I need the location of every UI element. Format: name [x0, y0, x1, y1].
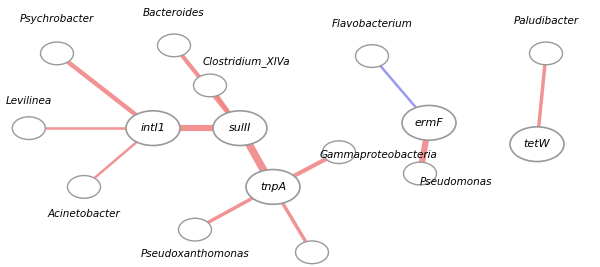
Ellipse shape [246, 170, 300, 204]
Text: Psychrobacter: Psychrobacter [20, 14, 94, 24]
Ellipse shape [296, 241, 329, 264]
Text: Pseudomonas: Pseudomonas [420, 176, 492, 187]
Text: Bacteroides: Bacteroides [143, 8, 205, 18]
Text: Clostridium_XIVa: Clostridium_XIVa [202, 56, 290, 67]
Text: sulII: sulII [229, 123, 251, 133]
Text: Acinetobacter: Acinetobacter [47, 209, 121, 219]
Ellipse shape [404, 162, 437, 185]
Ellipse shape [179, 218, 212, 241]
Ellipse shape [41, 42, 74, 65]
Ellipse shape [213, 111, 267, 146]
Text: intI1: intI1 [140, 123, 166, 133]
Ellipse shape [193, 74, 227, 97]
Text: Gammaproteobacteria: Gammaproteobacteria [319, 150, 437, 160]
Ellipse shape [510, 127, 564, 162]
Ellipse shape [323, 141, 355, 163]
Text: Pseudoxanthomonas: Pseudoxanthomonas [140, 249, 250, 259]
Ellipse shape [68, 176, 101, 198]
Text: tnpA: tnpA [260, 182, 286, 192]
Ellipse shape [402, 105, 456, 140]
Text: Flavobacterium: Flavobacterium [332, 19, 412, 29]
Ellipse shape [355, 45, 389, 68]
Ellipse shape [157, 34, 191, 57]
Text: tetW: tetW [524, 139, 550, 149]
Ellipse shape [530, 42, 563, 65]
Text: Levilinea: Levilinea [5, 96, 52, 107]
Text: Paludibacter: Paludibacter [514, 16, 578, 26]
Ellipse shape [126, 111, 180, 146]
Text: ermF: ermF [415, 118, 443, 128]
Ellipse shape [12, 117, 46, 139]
